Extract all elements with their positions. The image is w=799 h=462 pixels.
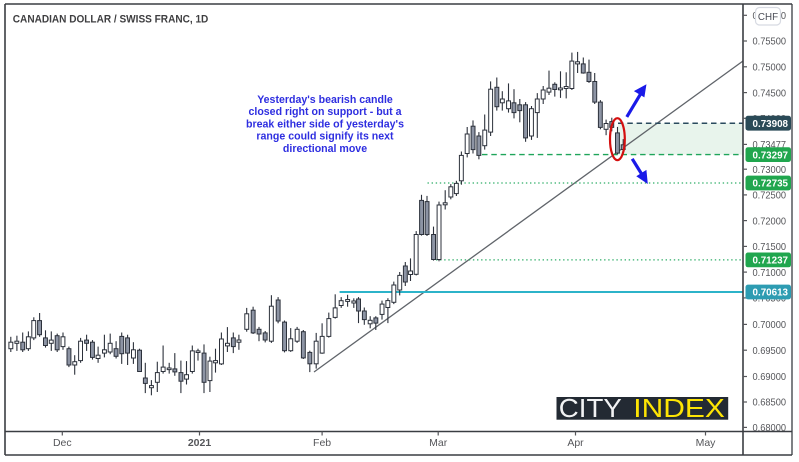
svg-text:0.71237: 0.71237 [753, 256, 789, 267]
svg-text:0.73297: 0.73297 [753, 150, 789, 161]
svg-text:0.70000: 0.70000 [753, 320, 787, 331]
svg-text:0.75500: 0.75500 [753, 37, 787, 48]
svg-text:CITY: CITY [559, 395, 622, 423]
svg-text:0.68000: 0.68000 [753, 423, 787, 434]
svg-text:Apr: Apr [567, 437, 584, 449]
svg-text:0.72500: 0.72500 [753, 191, 787, 202]
svg-text:Dec: Dec [53, 437, 72, 449]
svg-text:CHF: CHF [758, 12, 778, 23]
svg-text:Feb: Feb [313, 437, 331, 449]
svg-text:0.73000: 0.73000 [753, 165, 787, 176]
svg-text:Yesterday's bearish candle: Yesterday's bearish candle [257, 94, 393, 106]
svg-text:0.74500: 0.74500 [753, 88, 787, 99]
svg-text:0.73908: 0.73908 [753, 119, 789, 130]
svg-text:range could signify its next: range could signify its next [256, 131, 394, 143]
svg-text:Mar: Mar [429, 437, 448, 449]
svg-text:closed right on support - but: closed right on support - but a [248, 106, 401, 118]
svg-text:0.68500: 0.68500 [753, 398, 787, 409]
svg-text:0.72000: 0.72000 [753, 216, 787, 227]
svg-text:0.69500: 0.69500 [753, 346, 787, 357]
svg-text:0.71500: 0.71500 [753, 242, 787, 253]
svg-text:INDEX: INDEX [633, 395, 725, 423]
svg-text:0.73477: 0.73477 [753, 140, 787, 151]
svg-text:0.72735: 0.72735 [753, 179, 789, 190]
svg-text:2021: 2021 [188, 437, 212, 449]
svg-text:CANADIAN DOLLAR / SWISS FRANC,: CANADIAN DOLLAR / SWISS FRANC, 1D [13, 14, 209, 26]
svg-text:0.70613: 0.70613 [753, 288, 789, 299]
svg-text:directional move: directional move [283, 143, 367, 155]
svg-text:break either side of yesterday: break either side of yesterday's [246, 118, 404, 130]
svg-text:0.69000: 0.69000 [753, 372, 787, 383]
svg-text:May: May [696, 437, 717, 449]
svg-text:0.71000: 0.71000 [753, 268, 787, 279]
svg-text:0.75000: 0.75000 [753, 63, 787, 74]
